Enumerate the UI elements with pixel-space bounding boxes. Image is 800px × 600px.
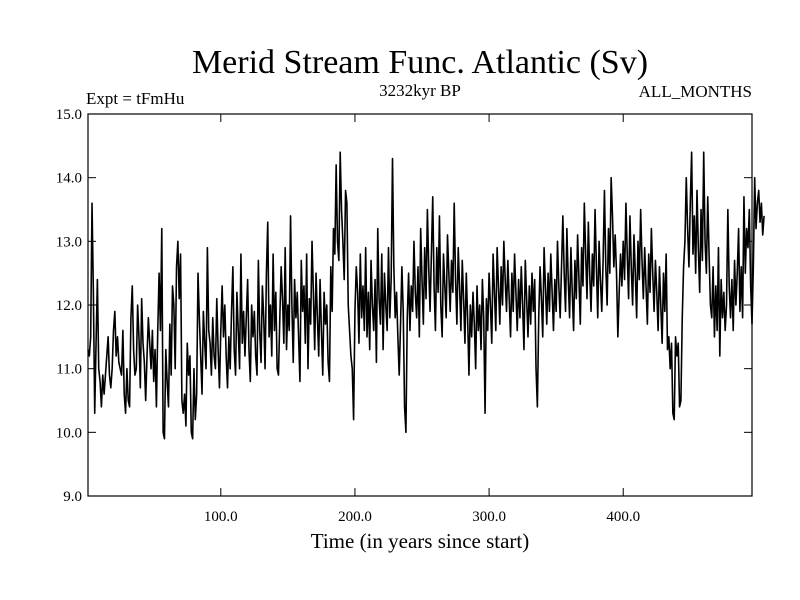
plot-area: 9.0 10.0 11.0 12.0 13.0 14.0 15.0 100.0 200.0 300…: [56, 107, 765, 525]
months-label: ALL_MONTHS: [639, 82, 752, 101]
y-tick-label: 9.0: [63, 489, 82, 505]
plot-frame: [87, 113, 753, 497]
x-tick-label: 100.0: [204, 509, 238, 525]
x-tick-label: 400.0: [606, 509, 640, 525]
y-tick-label: 10.0: [56, 425, 82, 441]
x-axis-label: Time (in years since start): [311, 529, 530, 553]
y-tick-label: 13.0: [56, 234, 82, 250]
y-tick-label: 14.0: [56, 171, 82, 187]
series-line: [87, 151, 765, 440]
y-tick-label: 12.0: [56, 298, 82, 314]
y-tick-label: 11.0: [56, 362, 82, 378]
experiment-label: Expt = tFmHu: [86, 89, 185, 108]
x-tick-label: 300.0: [472, 509, 506, 525]
period-label: 3232kyr BP: [379, 81, 461, 100]
y-tick-label: 15.0: [56, 107, 82, 123]
chart-title: Merid Stream Func. Atlantic (Sv): [192, 44, 648, 81]
x-tick-label: 200.0: [338, 509, 372, 525]
